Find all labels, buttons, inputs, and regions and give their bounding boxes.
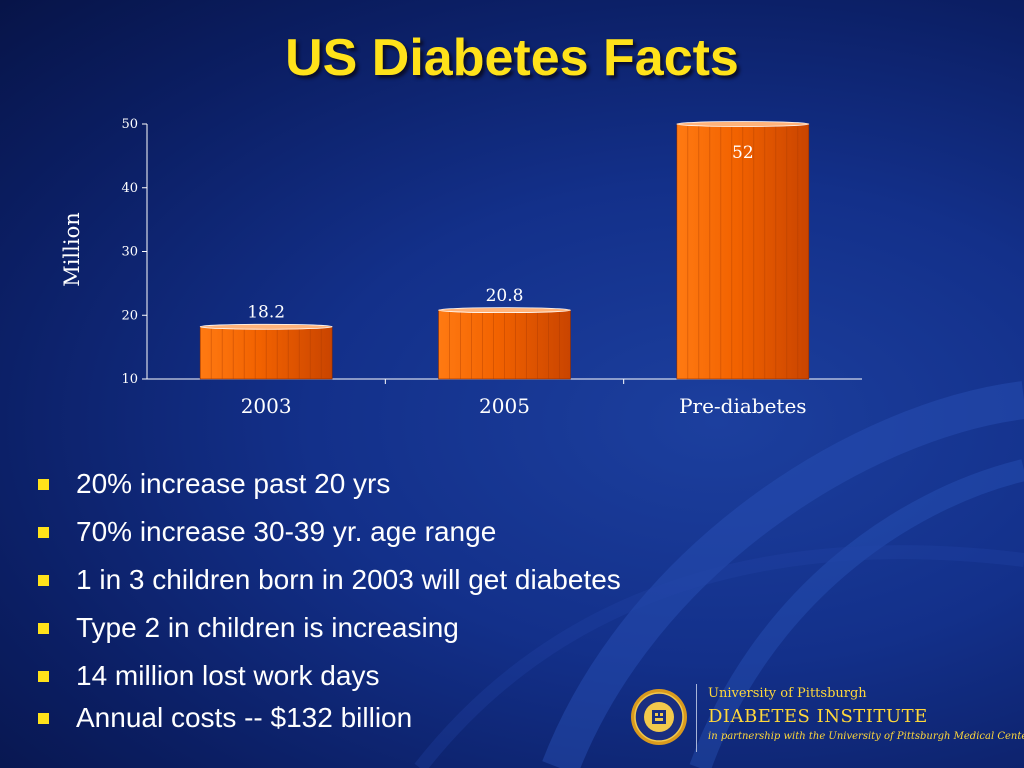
- data-label: 52: [732, 143, 754, 163]
- bullet-text: 20% increase past 20 yrs: [76, 468, 391, 499]
- y-tick-label: 30: [121, 245, 138, 260]
- data-label: 20.8: [486, 286, 524, 306]
- bullet-marker: [38, 623, 49, 634]
- bullet-marker: [38, 671, 49, 682]
- university-logo: University of Pittsburgh DIABETES INSTIT…: [630, 684, 1024, 754]
- bullet-item: Type 2 in children is increasing: [38, 614, 621, 642]
- bar-cap: [438, 307, 571, 314]
- logo-institute-name: DIABETES INSTITUTE: [708, 706, 928, 727]
- x-category-label: Pre-diabetes: [679, 394, 807, 418]
- bullet-text: 1 in 3 children born in 2003 will get di…: [76, 564, 621, 595]
- bullet-marker: [38, 575, 49, 586]
- y-tick-label: 50: [121, 117, 138, 132]
- y-tick-label: 40: [121, 181, 138, 196]
- bar-cap: [676, 121, 810, 127]
- bullet-marker: [38, 713, 49, 724]
- y-axis-label: Million: [60, 212, 84, 287]
- bar-cap: [199, 323, 333, 330]
- bullet-text: 14 million lost work days: [76, 660, 380, 691]
- bullet-item: Annual costs -- $132 billion: [38, 704, 621, 732]
- bullet-item: 70% increase 30-39 yr. age range: [38, 518, 621, 546]
- bullet-text: Annual costs -- $132 billion: [76, 702, 413, 733]
- logo-partnership: in partnership with the University of Pi…: [708, 731, 1024, 742]
- logo-divider: [696, 684, 697, 752]
- university-seal-icon: [631, 689, 687, 745]
- x-category-label: 2003: [241, 394, 292, 418]
- bullet-item: 1 in 3 children born in 2003 will get di…: [38, 566, 621, 594]
- bullet-text: 70% increase 30-39 yr. age range: [76, 516, 497, 547]
- data-label: 18.2: [247, 303, 285, 323]
- logo-university-name: University of Pittsburgh: [708, 686, 867, 701]
- bullet-item: 20% increase past 20 yrs: [38, 470, 621, 498]
- slide-title: US Diabetes Facts: [285, 29, 739, 87]
- y-tick-label: 20: [121, 308, 138, 323]
- bullet-marker: [38, 479, 49, 490]
- bullet-marker: [38, 527, 49, 538]
- x-category-label: 2005: [479, 394, 530, 418]
- bullet-list: 20% increase past 20 yrs 70% increase 30…: [38, 470, 621, 732]
- bullet-item: 14 million lost work days: [38, 662, 621, 690]
- bullet-text: Type 2 in children is increasing: [76, 612, 459, 643]
- y-tick-label: 10: [121, 372, 138, 387]
